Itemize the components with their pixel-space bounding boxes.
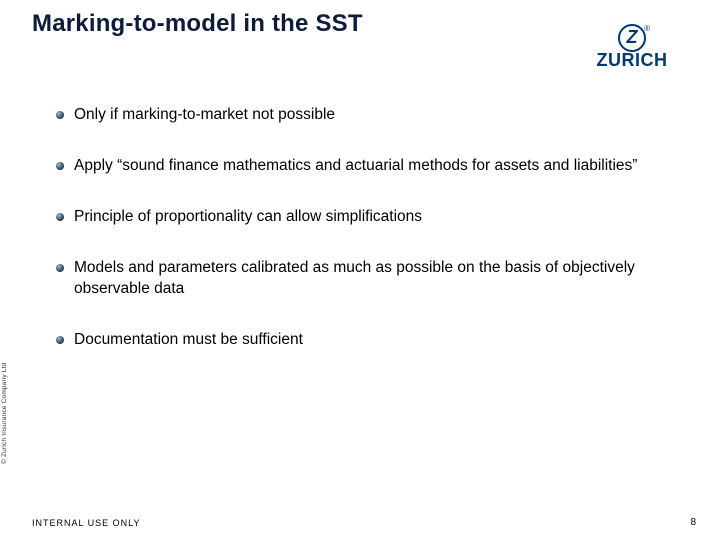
bullet-icon	[56, 162, 64, 170]
bullet-list: Only if marking-to-market not possible A…	[56, 105, 680, 351]
logo-circle-icon: Z ®	[618, 24, 646, 52]
slide: Marking-to-model in the SST Z ® ZURICH O…	[0, 0, 720, 540]
footer-classification: INTERNAL USE ONLY	[32, 518, 141, 528]
list-item: Models and parameters calibrated as much…	[56, 258, 680, 300]
list-item: Principle of proportionality can allow s…	[56, 207, 680, 228]
bullet-icon	[56, 111, 64, 119]
bullet-icon	[56, 264, 64, 272]
list-item: Documentation must be sufficient	[56, 330, 680, 351]
slide-title: Marking-to-model in the SST	[32, 10, 363, 38]
logo-letter: Z	[627, 27, 638, 48]
bullet-icon	[56, 336, 64, 344]
zurich-logo: Z ® ZURICH	[572, 22, 692, 72]
bullet-text: Models and parameters calibrated as much…	[74, 258, 680, 300]
page-number: 8	[690, 517, 696, 528]
list-item: Apply “sound finance mathematics and act…	[56, 156, 680, 177]
footer: INTERNAL USE ONLY 8	[32, 517, 696, 528]
bullet-text: Documentation must be sufficient	[74, 330, 680, 351]
bullet-text: Only if marking-to-market not possible	[74, 105, 680, 126]
list-item: Only if marking-to-market not possible	[56, 105, 680, 126]
bullet-text: Apply “sound finance mathematics and act…	[74, 156, 680, 177]
logo-wordmark: ZURICH	[597, 50, 668, 71]
bullet-icon	[56, 213, 64, 221]
bullet-text: Principle of proportionality can allow s…	[74, 207, 680, 228]
copyright-text: © Zurich Insurance Company Ltd	[1, 363, 8, 464]
registered-icon: ®	[644, 24, 650, 33]
logo-row: Z ®	[618, 24, 646, 52]
